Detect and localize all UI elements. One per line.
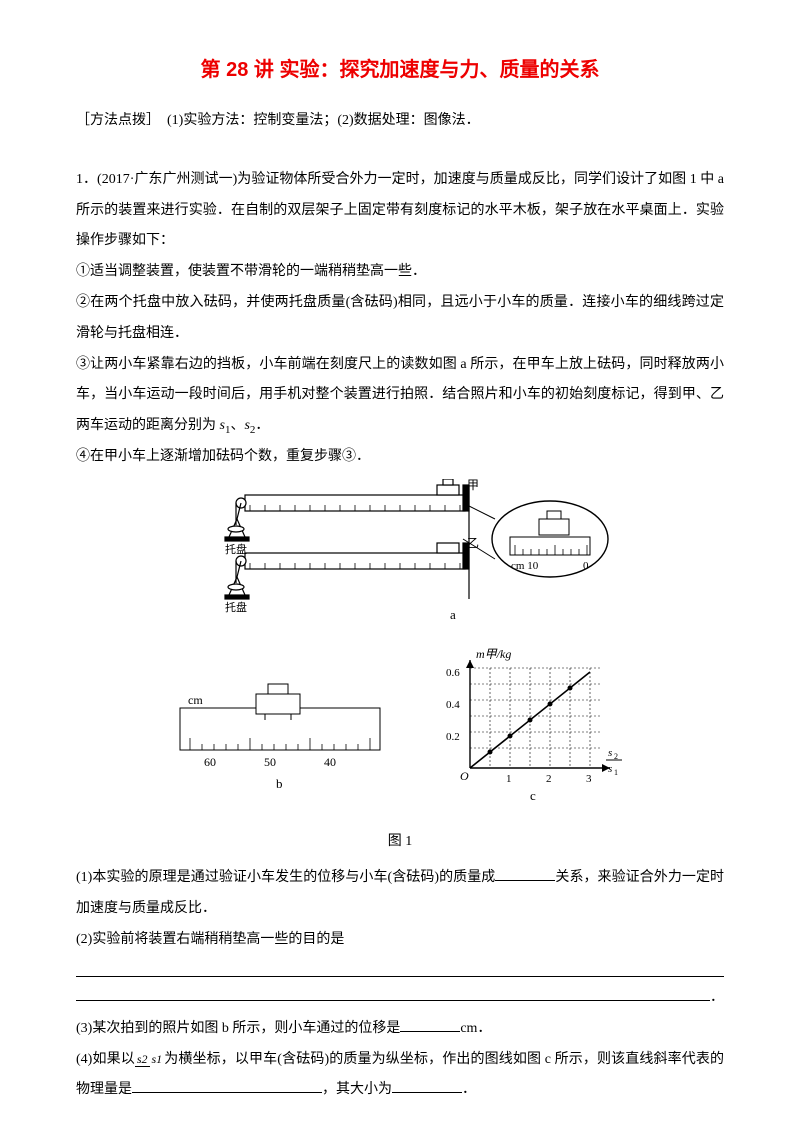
- ytick-02: 0.2: [446, 731, 460, 743]
- step-3-text-b: ．: [255, 418, 269, 433]
- mag-cm: cm 10: [511, 560, 539, 572]
- figure-bc: cm 60 50 40 b m甲/kg 0.6: [170, 648, 630, 808]
- fig-b-tick-40: 40: [324, 755, 336, 769]
- sub2-end: ．: [710, 983, 724, 1014]
- fig-b-unit: cm: [188, 693, 203, 707]
- figure-a: 甲 乙 托盘 托盘 cm 10 0 b a: [185, 479, 615, 629]
- step-1: ①适当调整装置，使装置不带滑轮的一端稍稍垫高一些．: [76, 257, 724, 288]
- label-pan-1: 托盘: [225, 542, 247, 556]
- figure-1-caption: 图 1: [76, 827, 724, 858]
- fraction-s2s1: s2s1: [135, 1053, 164, 1066]
- fig-b-tick-60: 60: [204, 755, 216, 769]
- label-pan-2: 托盘: [225, 600, 247, 614]
- sub3-b: cm．: [460, 1021, 491, 1036]
- blank-4b: [392, 1077, 462, 1094]
- sub-question-3: (3)某次拍到的照片如图 b 所示，则小车通过的位移是 cm．: [76, 1014, 724, 1045]
- figure-a-wrap: 甲 乙 托盘 托盘 cm 10 0 b a: [76, 479, 724, 642]
- figure-bc-row: cm 60 50 40 b m甲/kg 0.6: [76, 648, 724, 821]
- blank-2a: [76, 958, 724, 978]
- lesson-title: 第 28 讲 实验：探究加速度与力、质量的关系: [76, 48, 724, 92]
- blank-2b: [76, 981, 710, 1001]
- xtick-2: 2: [546, 773, 552, 785]
- fig-c-ylabel: m甲/kg: [476, 648, 511, 661]
- figure-a-letter: a: [450, 607, 456, 622]
- svg-text:1: 1: [614, 768, 618, 777]
- fig-b-tick-50: 50: [264, 755, 276, 769]
- blank-3: [400, 1015, 460, 1032]
- step-3: ③让两小车紧靠右边的挡板，小车前端在刻度尺上的读数如图 a 所示，在甲车上放上砝…: [76, 350, 724, 443]
- sub3-a: (3)某次拍到的照片如图 b 所示，则小车通过的位移是: [76, 1021, 400, 1036]
- origin-O: O: [460, 769, 469, 783]
- sub-question-2: (2)实验前将装置右端稍稍垫高一些的目的是: [76, 925, 724, 956]
- xtick-1: 1: [506, 773, 512, 785]
- step-2: ②在两个托盘中放入砝码，并使两托盘质量(含砝码)相同，且远小于小车的质量．连接小…: [76, 288, 724, 350]
- mag-zero: 0: [583, 560, 589, 572]
- step-4: ④在甲小车上逐渐增加砝码个数，重复步骤③．: [76, 442, 724, 473]
- svg-text:s: s: [608, 747, 612, 759]
- sub4-c: ，其大小为: [322, 1082, 392, 1097]
- ytick-04: 0.4: [446, 699, 460, 711]
- sub-question-1: (1)本实验的原理是通过验证小车发生的位移与小车(含砝码)的质量成关系，来验证合…: [76, 863, 724, 925]
- fig-b-label: b: [276, 776, 283, 791]
- sub-question-4: (4)如果以s2s1为横坐标，以甲车(含砝码)的质量为纵坐标，作出的图线如图 c…: [76, 1045, 724, 1107]
- fig-c-label: c: [530, 788, 536, 803]
- step-3-text-a: ③让两小车紧靠右边的挡板，小车前端在刻度尺上的读数如图 a 所示，在甲车上放上砝…: [76, 357, 724, 434]
- question-1-stem: 1．(2017·广东广州测试一)为验证物体所受合外力一定时，加速度与质量成反比，…: [76, 165, 724, 257]
- svg-text:s: s: [608, 763, 612, 775]
- sub4-d: ．: [462, 1082, 476, 1097]
- sub4-a: (4)如果以: [76, 1052, 135, 1067]
- sub1-a: (1)本实验的原理是通过验证小车发生的位移与小车(含砝码)的质量成: [76, 870, 495, 885]
- method-tip: ［方法点拨］ (1)实验方法：控制变量法；(2)数据处理：图像法．: [76, 106, 724, 137]
- ytick-06: 0.6: [446, 667, 460, 679]
- blank-1: [495, 865, 555, 882]
- blank-4a: [132, 1077, 322, 1094]
- s1-sub: 1: [225, 424, 231, 436]
- xtick-3: 3: [586, 773, 592, 785]
